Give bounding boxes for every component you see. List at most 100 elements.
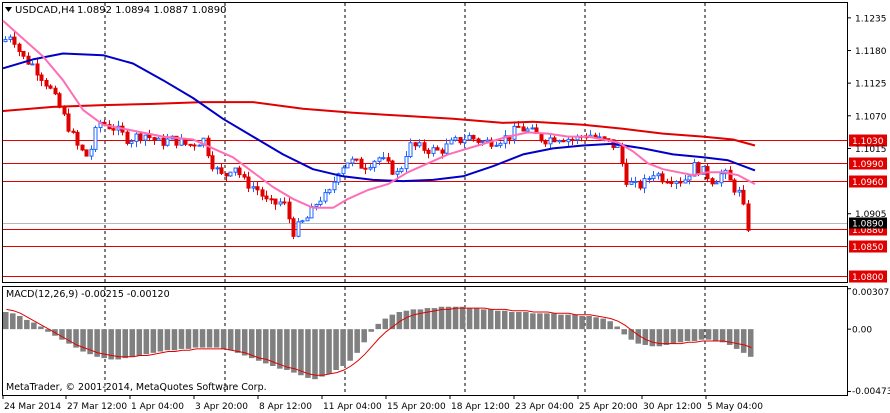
macd-bar-79	[558, 314, 564, 330]
candle-body-83	[377, 157, 382, 162]
candle-body-126	[570, 138, 575, 141]
macd-bar-84	[593, 317, 599, 330]
macd-bar-35	[248, 329, 255, 359]
macd-bar-69	[487, 309, 494, 330]
price-tick-label-0: 1.1235	[855, 14, 887, 24]
time-tick-label-9: 25 Apr 20:00	[579, 402, 638, 412]
macd-tick-label-0: 0.00307	[852, 288, 889, 298]
macd-bar-2	[17, 315, 23, 330]
candle-body-12	[57, 93, 62, 108]
macd-bar-27	[192, 329, 199, 348]
macd-bar-6	[45, 329, 51, 332]
candle-body-116	[525, 128, 530, 132]
macd-bar-83	[586, 315, 592, 330]
candle-body-164	[741, 189, 746, 205]
candle-body-147	[665, 181, 670, 184]
price-tick-label-1: 1.1180	[855, 47, 887, 57]
macd-bar-32	[227, 329, 234, 351]
macd-bar-14	[101, 329, 107, 359]
candle-body-143	[647, 177, 652, 180]
price-tick-label-4: 1.1015	[855, 145, 887, 155]
candle-body-161	[728, 169, 733, 181]
candle-body-79	[359, 158, 364, 169]
candle-body-59	[269, 198, 274, 201]
candle-body-7	[35, 63, 40, 76]
macd-bar-59	[417, 309, 424, 330]
macd-bar-94	[663, 329, 670, 345]
macd-bar-85	[600, 318, 606, 330]
candle-body-86	[390, 160, 395, 175]
ma-slow-line	[2, 101, 756, 147]
candle-body-163	[737, 189, 742, 193]
symbol-dropdown-icon[interactable]	[5, 7, 12, 12]
candle-body-157	[710, 178, 715, 185]
candle-body-0	[3, 38, 8, 43]
candle-body-146	[660, 173, 665, 183]
macd-bar-101	[712, 329, 719, 341]
macd-bar-38	[270, 329, 276, 367]
candle-body-162	[732, 179, 737, 193]
macd-bar-95	[670, 329, 677, 344]
candle-body-106	[480, 140, 485, 143]
macd-bar-52	[368, 329, 374, 332]
candle-body-30	[138, 133, 143, 141]
macd-bar-74	[523, 312, 529, 330]
macd-bar-56	[396, 312, 403, 330]
current-price-label: 1.0890	[852, 220, 884, 230]
macd-bar-5	[38, 326, 44, 330]
macd-bar-80	[565, 314, 571, 330]
macd-bar-31	[220, 329, 227, 349]
macd-bar-53	[375, 323, 382, 330]
time-tick-label-8: 23 Apr 04:00	[515, 402, 574, 412]
macd-bar-93	[656, 329, 663, 347]
candle-body-80	[363, 167, 368, 170]
macd-bar-45	[319, 329, 325, 377]
candle-body-17	[80, 144, 85, 151]
candle-body-89	[404, 156, 409, 170]
macd-bar-37	[263, 329, 269, 364]
candle-body-151	[683, 179, 688, 184]
candle-body-96	[435, 147, 440, 151]
macd-bar-22	[157, 329, 164, 352]
candle-body-47	[215, 167, 220, 170]
time-tick-label-3: 3 Apr 20:00	[195, 402, 248, 412]
macd-bar-99	[698, 329, 705, 340]
macd-bar-68	[480, 309, 487, 330]
candle-body-4	[21, 50, 26, 57]
candle-body-11	[53, 87, 58, 95]
candle-body-150	[678, 181, 683, 184]
macd-bar-90	[635, 329, 642, 344]
candle-body-56	[255, 186, 260, 191]
ma-mid-line	[2, 52, 756, 183]
candle-body-149	[674, 181, 679, 184]
macd-bar-47	[333, 329, 339, 370]
candle-body-113	[512, 125, 517, 140]
ma-fast-line	[2, 20, 756, 209]
macd-bar-100	[705, 329, 712, 340]
candle-body-51	[233, 167, 238, 173]
macd-bar-26	[185, 329, 192, 349]
macd-bar-58	[410, 309, 417, 330]
macd-bar-46	[326, 329, 332, 374]
candle-body-13	[62, 106, 67, 115]
copyright-text: MetaTrader, © 2001-2014, MetaQuotes Soft…	[6, 382, 267, 393]
time-axis: 24 Mar 2014 27 Mar 12:00 1 Apr 04:00 3 Apr …	[2, 395, 763, 412]
candle-body-53	[242, 174, 247, 178]
horizontal-levels: 1.1030 1.0990 1.0960 1.0880 1.0850 1.0800 1.08…	[3, 134, 887, 283]
macd-bar-57	[403, 310, 410, 330]
candle-body-95	[431, 147, 436, 154]
candle-body-97	[440, 149, 445, 154]
macd-bar-75	[530, 313, 536, 330]
candle-body-18	[84, 149, 89, 157]
macd-bar-49	[347, 329, 353, 361]
candle-body-27	[125, 131, 130, 144]
candle-body-123	[557, 139, 562, 143]
candle-body-103	[467, 135, 472, 141]
candle-body-88	[399, 168, 404, 172]
candle-body-121	[548, 137, 553, 145]
price-axis: 1.1235 1.1180 1.1125 1.1070 1.1015 1.0905	[847, 14, 887, 220]
candle-body-136	[615, 144, 620, 148]
macd-bar-50	[354, 329, 360, 353]
candle-body-29	[134, 133, 139, 142]
